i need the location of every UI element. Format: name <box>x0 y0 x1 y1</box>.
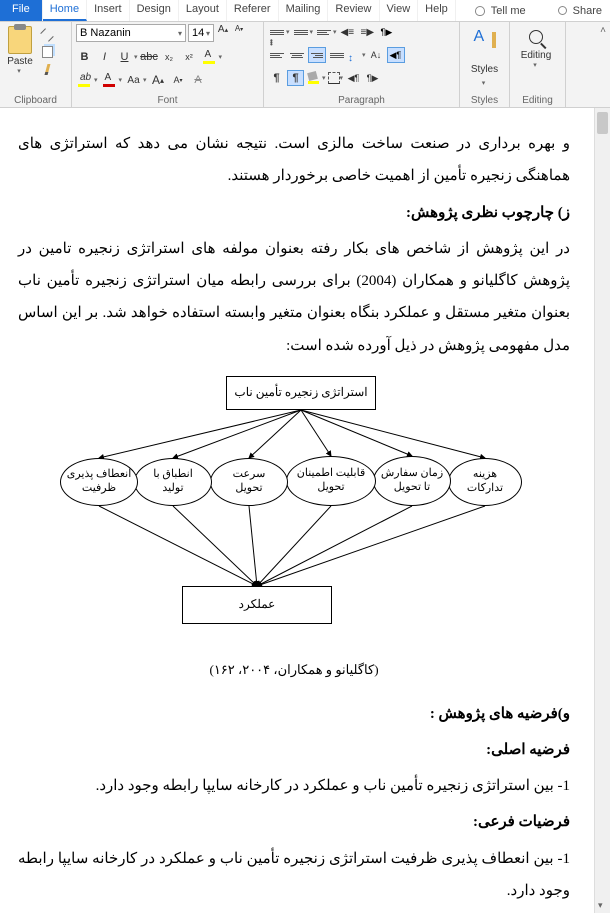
paste-button[interactable]: Paste <box>7 56 33 67</box>
sort-button[interactable]: A↓ <box>368 47 385 63</box>
tab-review[interactable]: Review <box>328 0 379 21</box>
show-marks-button[interactable]: ¶ <box>268 70 285 86</box>
align-right-button[interactable] <box>308 47 326 63</box>
para-ltr-icon[interactable]: ¶▶ <box>364 70 381 86</box>
format-painter-button[interactable] <box>40 62 54 76</box>
cut-button[interactable] <box>40 28 54 42</box>
paragraph-label: Paragraph <box>264 95 459 106</box>
research-model-diagram: استراتژی زنجیره تأمین ناب عملکرد هزینهتد… <box>54 368 534 648</box>
document-area: و بهره برداری در صنعت ساخت مالزی است. نت… <box>0 108 610 913</box>
shrink-font-button[interactable]: A▾ <box>232 24 246 42</box>
superscript-button[interactable]: x² <box>181 49 198 65</box>
tab-design[interactable]: Design <box>130 0 179 21</box>
styles-button[interactable]: Styles <box>471 64 498 75</box>
scroll-down-icon[interactable]: ▾ <box>598 900 603 911</box>
paragraph-2[interactable]: در این پژوهش از شاخص های بکار رفته بعنوا… <box>18 233 570 362</box>
shrink-font2[interactable]: A▾ <box>170 72 187 88</box>
font-size-select[interactable]: 14▾ <box>188 24 214 42</box>
diagram-top-box: استراتژی زنجیره تأمین ناب <box>226 376 376 410</box>
grow-font2[interactable]: A▴ <box>150 72 167 88</box>
align-center-button[interactable] <box>288 47 306 63</box>
tab-file[interactable]: File <box>0 0 43 21</box>
increase-indent-button[interactable]: ≡▶ <box>359 24 377 40</box>
group-clipboard: Paste ▾ Clipboard <box>0 22 72 107</box>
heading-framework[interactable]: ز) چارچوب نظری پژوهش: <box>18 197 570 229</box>
text-effects-button[interactable]: A <box>201 49 218 65</box>
editing-button[interactable]: Editing <box>521 50 552 61</box>
diagram-node-n5: انطباق باتولید <box>134 458 212 506</box>
align-left-button[interactable] <box>268 47 286 63</box>
line-spacing-button[interactable] <box>348 48 362 62</box>
strike-button[interactable]: abc <box>141 49 158 65</box>
tab-references[interactable]: Referer <box>227 0 279 21</box>
group-font: B Nazanin▾ 14▾ A▴ A▾ B I U▾ abc x₂ x² A▾… <box>72 22 264 107</box>
share-button[interactable]: Share <box>573 5 602 17</box>
vertical-scrollbar[interactable]: ▴ ▾ <box>594 108 610 913</box>
font-name-select[interactable]: B Nazanin▾ <box>76 24 186 42</box>
diagram-bottom-box: عملکرد <box>182 586 332 624</box>
scroll-thumb[interactable] <box>597 112 608 134</box>
tab-layout[interactable]: Layout <box>179 0 227 21</box>
group-paragraph: ▾ ▾ ▾ ◀≡ ≡▶ ¶▶ ▾ A↓ ◀¶ ¶ ¶ ▾ ▾ ◀ <box>264 22 460 107</box>
clipboard-label: Clipboard <box>0 95 71 106</box>
tab-insert[interactable]: Insert <box>87 0 130 21</box>
lightbulb-icon <box>475 6 485 16</box>
heading-hypotheses[interactable]: و)فرضیه های پژوهش : <box>18 698 570 730</box>
tab-view[interactable]: View <box>380 0 419 21</box>
styles-icon[interactable] <box>471 28 499 56</box>
tab-home[interactable]: Home <box>43 0 87 21</box>
ribbon-tabs: File Home Insert Design Layout Referer M… <box>0 0 610 22</box>
copy-button[interactable] <box>40 45 54 59</box>
subscript-button[interactable]: x₂ <box>161 49 178 65</box>
editing-label: Editing <box>510 95 565 106</box>
diagram-node-n3: قابلیت اطمینانتحویل <box>286 456 376 506</box>
decrease-indent-button[interactable]: ◀≡ <box>339 24 357 40</box>
font-label: Font <box>72 95 263 106</box>
paste-dropdown[interactable]: ▾ <box>17 67 21 75</box>
collapse-ribbon[interactable]: ˄ <box>566 22 610 107</box>
paste-icon[interactable] <box>8 26 32 54</box>
clear-format-button[interactable]: A <box>190 72 207 88</box>
tab-mailings[interactable]: Mailing <box>279 0 329 21</box>
diagram-node-n1: هزینهتدارکات <box>448 458 522 506</box>
diagram-caption[interactable]: (کاگلیانو و همکاران، ۲۰۰۴، ۱۶۲) <box>18 656 570 684</box>
font-color-button[interactable]: A <box>101 72 118 88</box>
group-editing: Editing ▾ Editing <box>510 22 566 107</box>
highlight-button[interactable]: ab <box>76 72 93 88</box>
heading-main-hyp[interactable]: فرضیه اصلی: <box>18 734 570 766</box>
heading-sub-hyp[interactable]: فرضیات فرعی: <box>18 806 570 838</box>
italic-button[interactable]: I <box>96 49 113 65</box>
ltr-button[interactable]: ¶▶ <box>379 24 397 40</box>
grow-font-button[interactable]: A▴ <box>216 24 230 42</box>
diagram-node-n4: سرعتتحویل <box>210 458 288 506</box>
change-case-button[interactable]: Aa <box>125 72 142 88</box>
page[interactable]: و بهره برداری در صنعت ساخت مالزی است. نت… <box>0 108 594 913</box>
tab-help[interactable]: Help <box>418 0 456 21</box>
shading-button[interactable] <box>306 71 322 85</box>
paragraph-1[interactable]: و بهره برداری در صنعت ساخت مالزی است. نت… <box>18 128 570 193</box>
underline-button[interactable]: U <box>116 49 133 65</box>
find-icon[interactable] <box>529 30 543 44</box>
group-styles: Styles ▾ Styles <box>460 22 510 107</box>
multilevel-button[interactable] <box>315 24 333 40</box>
diagram-node-n6: انعطاف پذیریظرفیت <box>60 458 138 506</box>
person-icon <box>558 6 567 15</box>
styles-label: Styles <box>460 95 509 106</box>
numbering-button[interactable] <box>292 24 310 40</box>
rtl-button[interactable]: ◀¶ <box>387 47 405 63</box>
bullets-button[interactable] <box>268 24 286 40</box>
diagram-node-n2: زمان سفارشتا تحویل <box>373 456 451 506</box>
tell-me[interactable]: Tell me <box>491 5 526 17</box>
bold-button[interactable]: B <box>76 49 93 65</box>
borders-button[interactable] <box>328 72 340 84</box>
justify-button[interactable] <box>328 47 346 63</box>
paragraph-3[interactable]: 1- بین استراتژی زنجیره تأمین ناب و عملکر… <box>18 770 570 802</box>
show-marks-on[interactable]: ¶ <box>287 70 304 86</box>
ribbon-toolbar: Paste ▾ Clipboard B Nazanin▾ 14▾ A▴ A▾ B… <box>0 22 610 108</box>
paragraph-4[interactable]: 1- بین انعطاف پذیری ظرفیت استراتژی زنجیر… <box>18 843 570 908</box>
para-rtl-icon[interactable]: ◀¶ <box>345 70 362 86</box>
